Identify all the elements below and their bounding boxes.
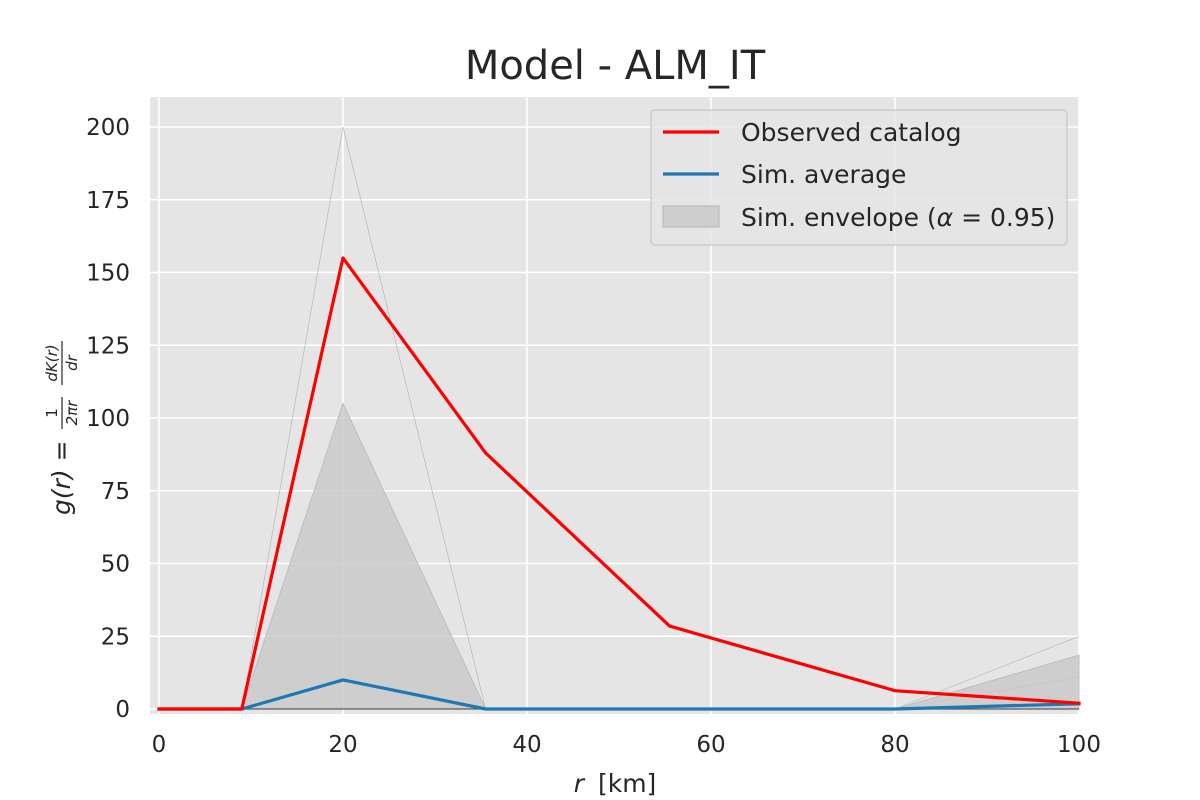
observed-catalog-line [157, 256, 1081, 711]
chart-title: Model - ALM_IT [465, 43, 766, 89]
y-axis-frac2-num: dK(r) [43, 344, 61, 381]
x-tick-label: 100 [1057, 732, 1101, 758]
y-axis-frac1-num: 1 [43, 408, 61, 418]
legend-swatch-envelope [662, 205, 720, 228]
legend-label-envelope: Sim. envelope (α = 0.95) [741, 203, 1055, 232]
series-layer [157, 256, 1081, 711]
y-tick-label: 100 [86, 406, 130, 432]
x-tick-label: 0 [152, 732, 167, 758]
y-tick-label: 25 [101, 624, 130, 650]
y-axis-label-lhs: g(r) = [47, 440, 76, 515]
y-tick-labels: 0 25 50 75 100 125 150 175 200 [86, 115, 130, 723]
y-tick-label: 175 [86, 188, 130, 214]
y-tick-label: 75 [101, 479, 130, 505]
y-tick-label: 150 [86, 261, 130, 287]
y-axis-label: g(r) = 1 2πr dK(r) dr [43, 341, 81, 515]
y-tick-label: 125 [86, 333, 130, 359]
x-tick-label: 20 [328, 732, 357, 758]
y-tick-label: 50 [101, 552, 130, 578]
y-tick-label: 0 [115, 697, 130, 723]
y-axis-frac1-den: 2πr [63, 400, 81, 426]
x-tick-label: 80 [880, 732, 909, 758]
x-tick-label: 40 [512, 732, 541, 758]
legend-frame [650, 109, 1068, 246]
y-tick-label: 200 [86, 115, 130, 141]
x-tick-label: 60 [696, 732, 725, 758]
legend: Observed catalog Sim. average Sim. envel… [650, 109, 1068, 246]
x-axis-unit: [km] [598, 769, 656, 798]
x-axis-label: r [km] [574, 769, 657, 798]
y-axis-frac2-den: dr [63, 354, 81, 371]
x-tick-labels: 0 20 40 60 80 100 [152, 732, 1101, 758]
x-axis-variable: r [574, 769, 586, 798]
legend-label-observed: Observed catalog [741, 118, 962, 147]
legend-label-sim-average: Sim. average [741, 160, 906, 189]
